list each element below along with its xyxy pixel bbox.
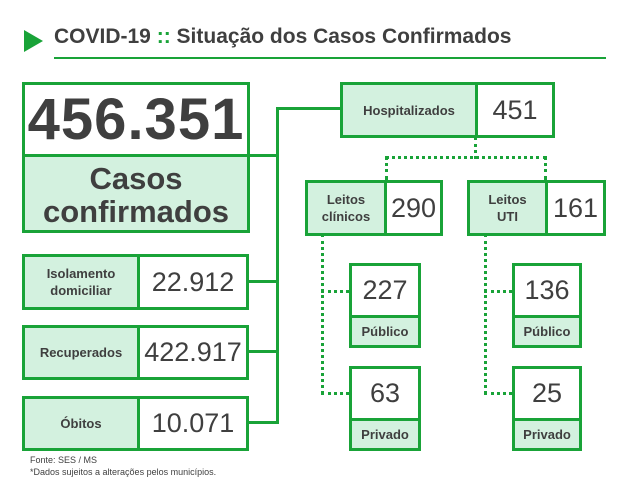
recuperados-label: Recuperados: [22, 325, 140, 380]
total-cases-value: 456.351: [27, 87, 245, 152]
leitos-clinicos-value: 290: [384, 180, 443, 236]
title-underline: [54, 57, 606, 59]
obitos-label-text: Óbitos: [60, 416, 102, 431]
isolamento-value: 22.912: [137, 254, 249, 310]
isolamento-label-line2: domiciliar: [50, 283, 112, 298]
page-title: COVID-19 :: Situação dos Casos Confirmad…: [54, 25, 511, 49]
dotted-clinicos-down: [321, 234, 324, 394]
dotted-uti-down: [484, 234, 487, 394]
clinicos-privado-value-text: 63: [369, 378, 401, 408]
dotted-uti-up: [544, 156, 547, 180]
clinicos-privado-value: 63: [349, 366, 421, 421]
recuperados-label-text: Recuperados: [39, 345, 123, 360]
total-cases-value-cell: 456.351: [25, 85, 247, 157]
clinicos-privado-label-text: Privado: [361, 427, 409, 442]
connector-main-vertical: [276, 107, 279, 424]
uti-publico-label-text: Público: [523, 324, 571, 339]
total-cases-label: Casos confirmados: [25, 160, 247, 230]
uti-publico-value-text: 136: [524, 275, 570, 305]
dotted-clinicos-up: [385, 156, 388, 180]
uti-publico-label: Público: [512, 315, 582, 348]
recuperados-value-text: 422.917: [144, 337, 242, 367]
clinicos-publico-label: Público: [349, 315, 421, 348]
clinicos-privado-label: Privado: [349, 418, 421, 451]
total-cases-label-line1: Casos: [89, 161, 183, 196]
connector-hospitalizados: [276, 107, 342, 110]
total-cases-label-line2: confirmados: [42, 194, 230, 229]
isolamento-value-text: 22.912: [151, 266, 235, 297]
clinicos-publico-value: 227: [349, 263, 421, 318]
uti-privado-label-text: Privado: [523, 427, 571, 442]
connector-recuperados: [248, 350, 278, 353]
uti-publico-value: 136: [512, 263, 582, 318]
leitos-clinicos-label-line1: Leitos: [326, 192, 366, 207]
leitos-uti-label: Leitos UTI: [467, 180, 548, 236]
dotted-clinicos-publico: [321, 290, 349, 293]
clinicos-publico-label-text: Público: [361, 324, 409, 339]
leitos-clinicos-value-text: 290: [390, 192, 437, 223]
dotted-hosp-split: [385, 156, 547, 159]
footer-note: *Dados sujeitos a alterações pelos munic…: [30, 467, 217, 477]
hospitalizados-value-text: 451: [492, 94, 538, 125]
title-arrow-icon: [24, 30, 43, 52]
isolamento-label-line1: Isolamento: [46, 266, 116, 281]
isolamento-label: Isolamento domiciliar: [22, 254, 140, 310]
uti-privado-value: 25: [512, 366, 582, 421]
dotted-clinicos-privado: [321, 392, 349, 395]
leitos-uti-label-line2: UTI: [497, 209, 518, 224]
recuperados-value: 422.917: [137, 325, 249, 380]
uti-privado-label: Privado: [512, 418, 582, 451]
obitos-value-text: 10.071: [151, 408, 235, 438]
connector-main-horizontal: [248, 154, 278, 157]
connector-obitos: [248, 421, 278, 424]
dotted-hosp-down: [474, 137, 477, 159]
connector-isolamento: [248, 280, 278, 283]
leitos-uti-value-text: 161: [552, 192, 599, 223]
dotted-uti-privado: [484, 392, 512, 395]
leitos-uti-value: 161: [545, 180, 606, 236]
obitos-value: 10.071: [137, 396, 249, 451]
leitos-clinicos-label: Leitos clínicos: [305, 180, 387, 236]
title-subtitle: Situação dos Casos Confirmados: [176, 25, 512, 48]
hospitalizados-label-text: Hospitalizados: [363, 102, 455, 118]
leitos-uti-label-line1: Leitos: [488, 192, 527, 207]
leitos-clinicos-label-line2: clínicos: [321, 209, 371, 224]
footer-source: Fonte: SES / MS: [30, 455, 98, 465]
hospitalizados-value: 451: [475, 82, 555, 138]
obitos-label: Óbitos: [22, 396, 140, 451]
hospitalizados-label: Hospitalizados: [340, 82, 478, 138]
total-cases-card: 456.351 Casos confirmados: [22, 82, 250, 233]
uti-privado-value-text: 25: [531, 378, 563, 408]
title-covid: COVID-19: [54, 25, 151, 48]
title-separator: ::: [156, 25, 171, 48]
dotted-uti-publico: [484, 290, 512, 293]
clinicos-publico-value-text: 227: [362, 275, 408, 305]
